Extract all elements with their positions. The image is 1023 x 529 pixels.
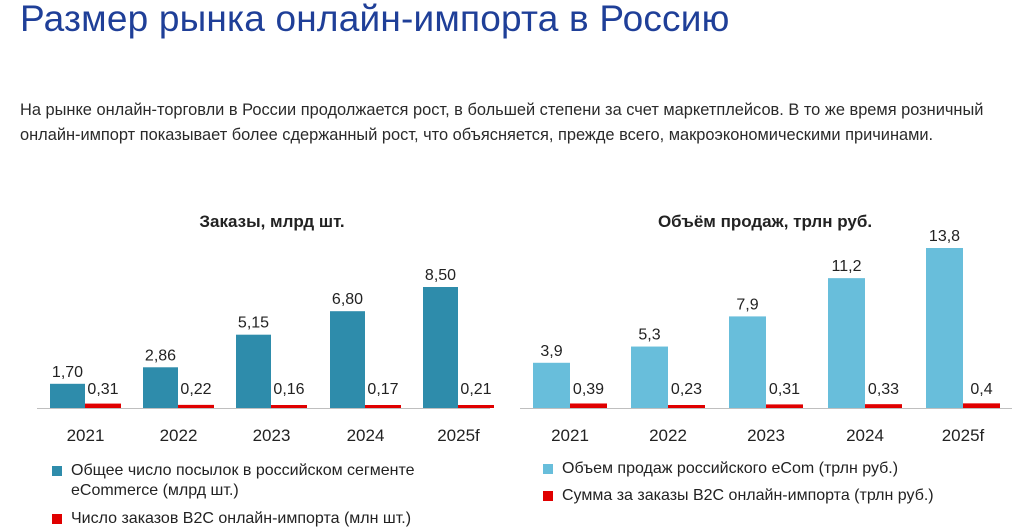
bar-secondary [963, 403, 1000, 408]
bar-primary [423, 287, 458, 408]
bar-primary-label: 7,9 [736, 296, 758, 313]
orders-legend-item-primary: Общее число посылок в российском сегмент… [52, 461, 492, 501]
x-tick-label: 2024 [347, 426, 385, 445]
bar-secondary-label: 0,31 [769, 381, 800, 398]
bar-secondary [458, 405, 494, 408]
bar-primary [143, 367, 178, 408]
bar-primary [828, 278, 865, 408]
bar-primary-label: 5,3 [638, 327, 660, 344]
legend-swatch-red [543, 491, 553, 501]
sales-legend-item-secondary: Сумма за заказы B2C онлайн-импорта (трлн… [543, 486, 1013, 506]
legend-swatch-light-blue [543, 464, 553, 474]
bar-primary-label: 1,70 [52, 364, 83, 381]
bar-secondary-label: 0,39 [573, 381, 604, 398]
x-tick-label: 2025f [942, 426, 985, 445]
orders-legend-item-secondary: Число заказов B2C онлайн-импорта (млн шт… [52, 509, 492, 529]
bar-primary-label: 2,86 [145, 347, 176, 364]
x-tick-label: 2021 [551, 426, 589, 445]
bar-primary [926, 248, 963, 408]
chart-title: Заказы, млрд шт. [199, 212, 344, 231]
page-subtitle: На рынке онлайн-торговли в России продол… [20, 101, 984, 144]
bar-primary-label: 8,50 [425, 267, 456, 284]
x-tick-label: 2022 [160, 426, 198, 445]
bar-secondary [865, 404, 902, 408]
legend-label: Объем продаж российского eCom (трлн руб.… [562, 460, 899, 477]
legend-swatch-red [52, 514, 62, 524]
x-tick-label: 2023 [253, 426, 291, 445]
bar-primary [631, 346, 668, 408]
bar-secondary-label: 0,33 [868, 381, 899, 398]
sales-legend-item-primary: Объем продаж российского eCom (трлн руб.… [543, 459, 1013, 479]
bar-secondary [766, 404, 803, 408]
sales-legend: Объем продаж российского eCom (трлн руб.… [543, 459, 1013, 506]
bar-primary-label: 3,9 [540, 343, 562, 360]
bar-secondary-label: 0,31 [87, 381, 118, 398]
legend-label: Число заказов B2C онлайн-импорта (млн шт… [71, 510, 412, 527]
bar-secondary [668, 405, 705, 408]
bar-secondary-label: 0,16 [273, 381, 304, 398]
bar-secondary [271, 405, 307, 408]
bar-secondary [85, 403, 121, 408]
bar-primary-label: 6,80 [332, 291, 363, 308]
legend-swatch-teal [52, 466, 62, 476]
bar-secondary-label: 0,23 [671, 381, 702, 398]
bar-primary-label: 5,15 [238, 315, 269, 332]
legend-label: Общее число посылок в российском сегмент… [71, 462, 415, 499]
bar-secondary-label: 0,4 [970, 381, 992, 398]
chart-title: Объём продаж, трлн руб. [658, 212, 872, 231]
x-tick-label: 2023 [747, 426, 785, 445]
bar-secondary [365, 405, 401, 408]
bar-primary [533, 362, 570, 408]
x-tick-label: 2021 [67, 426, 105, 445]
bar-secondary-label: 0,21 [460, 381, 491, 398]
x-tick-label: 2025f [437, 426, 480, 445]
bar-secondary-label: 0,22 [180, 381, 211, 398]
x-tick-label: 2024 [846, 426, 884, 445]
bar-secondary [178, 404, 214, 408]
bar-primary-label: 13,8 [929, 228, 960, 245]
bar-primary-label: 11,2 [832, 258, 862, 275]
orders-legend: Общее число посылок в российском сегмент… [52, 461, 492, 529]
legend-label: Сумма за заказы B2C онлайн-импорта (трлн… [562, 487, 934, 504]
bar-primary [50, 383, 85, 408]
bar-primary [729, 316, 766, 408]
page-title: Размер рынка онлайн-импорта в Россию [20, 0, 730, 39]
bar-secondary [570, 403, 607, 408]
bar-primary [330, 311, 365, 408]
bar-primary [236, 334, 271, 408]
x-tick-label: 2022 [649, 426, 687, 445]
bar-secondary-label: 0,17 [367, 381, 398, 398]
